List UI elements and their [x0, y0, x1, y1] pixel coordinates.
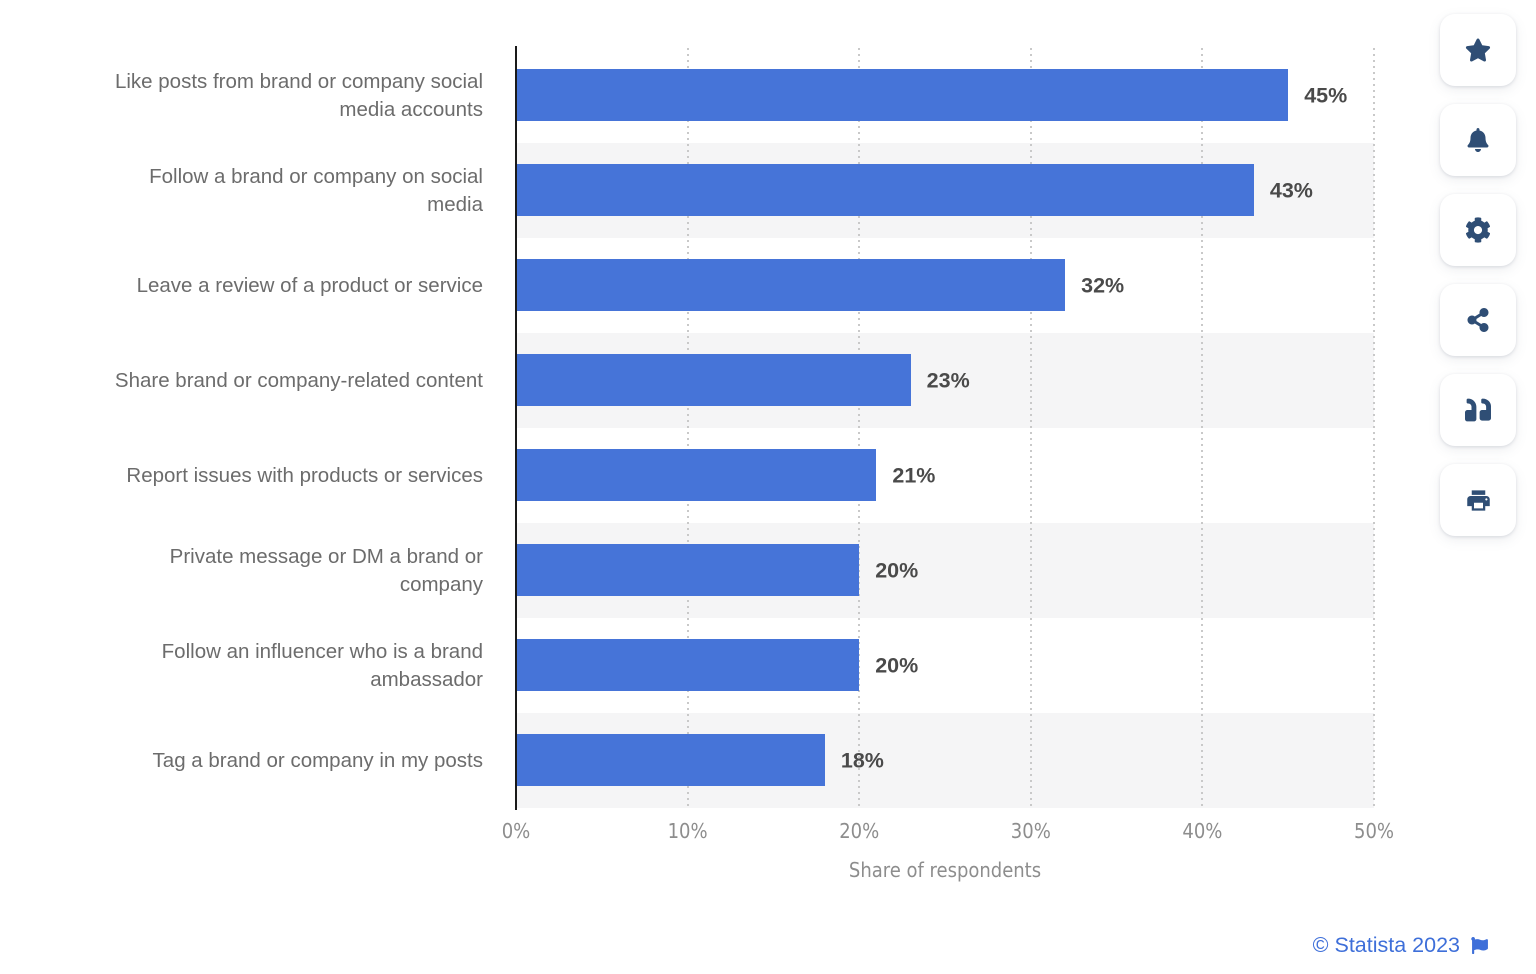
print-button[interactable] — [1440, 464, 1516, 536]
row-plot-area: 20% — [516, 618, 1374, 713]
row-plot-area: 43% — [516, 143, 1374, 238]
bar — [516, 259, 1066, 311]
x-axis-ticks: 0% 10% 20% 30% 40% 50% — [502, 819, 1394, 845]
toolbar — [1440, 14, 1516, 554]
value-label: 43% — [1269, 178, 1313, 202]
favorite-button[interactable] — [1440, 14, 1516, 86]
value-label: 21% — [892, 463, 936, 487]
x-tick: 0% — [501, 819, 531, 843]
x-tick: 20% — [839, 819, 880, 843]
category-label: Private message or DM a brand or company — [169, 544, 483, 596]
quote-icon — [1465, 397, 1491, 423]
category-label: Follow a brand or company on social medi… — [149, 164, 483, 216]
x-tick: 30% — [1010, 819, 1051, 843]
row-plot-area: 20% — [516, 523, 1374, 618]
chart-row: Leave a review of a product or service 3… — [0, 238, 1374, 333]
row-plot-area: 21% — [516, 428, 1374, 523]
bar — [516, 69, 1289, 121]
printer-icon — [1465, 487, 1492, 514]
bar — [516, 354, 911, 406]
bar — [516, 734, 825, 786]
star-icon — [1465, 37, 1491, 63]
category-label: Report issues with products or services — [126, 463, 483, 487]
row-plot-area: 23% — [516, 333, 1374, 428]
x-tick: 40% — [1182, 819, 1223, 843]
row-plot-area: 32% — [516, 238, 1374, 333]
gear-icon — [1465, 217, 1491, 243]
category-label: Follow an influencer who is a brand amba… — [161, 639, 483, 691]
flag-icon[interactable] — [1471, 937, 1488, 954]
bar — [516, 544, 860, 596]
value-label: 18% — [840, 748, 884, 772]
category-label: Like posts from brand or company social … — [114, 69, 483, 121]
x-axis-label: Share of respondents — [848, 858, 1042, 882]
bell-icon — [1466, 128, 1490, 152]
bar-chart: Like posts from brand or company social … — [0, 48, 1374, 808]
bar — [516, 164, 1254, 216]
category-label: Leave a review of a product or service — [136, 273, 483, 297]
y-axis-line — [515, 46, 517, 810]
row-plot-area: 18% — [516, 713, 1374, 808]
x-tick: 10% — [667, 819, 708, 843]
chart-row: Like posts from brand or company social … — [0, 48, 1374, 143]
chart-row: Report issues with products or services … — [0, 428, 1374, 523]
citation-button[interactable] — [1440, 374, 1516, 446]
category-label: Tag a brand or company in my posts — [152, 748, 483, 772]
footer: © Statista 2023 — [1313, 933, 1488, 958]
settings-button[interactable] — [1440, 194, 1516, 266]
share-icon — [1466, 308, 1490, 332]
bar — [516, 449, 877, 501]
chart-row: Share brand or company-related content 2… — [0, 333, 1374, 428]
chart-row: Follow a brand or company on social medi… — [0, 143, 1374, 238]
notifications-button[interactable] — [1440, 104, 1516, 176]
row-plot-area: 45% — [516, 48, 1374, 143]
chart-row: Follow an influencer who is a brand amba… — [0, 618, 1374, 713]
chart-row: Private message or DM a brand or company… — [0, 523, 1374, 618]
x-tick: 50% — [1354, 819, 1394, 843]
bar — [516, 639, 860, 691]
value-label: 20% — [875, 558, 919, 582]
share-button[interactable] — [1440, 284, 1516, 356]
statista-copyright-link[interactable]: © Statista 2023 — [1312, 933, 1460, 957]
category-label: Share brand or company-related content — [114, 368, 483, 392]
value-label: 23% — [926, 368, 970, 392]
chart-row: Tag a brand or company in my posts 18% — [0, 713, 1374, 808]
value-label: 32% — [1081, 273, 1125, 297]
value-label: 20% — [875, 653, 919, 677]
value-label: 45% — [1304, 83, 1348, 107]
